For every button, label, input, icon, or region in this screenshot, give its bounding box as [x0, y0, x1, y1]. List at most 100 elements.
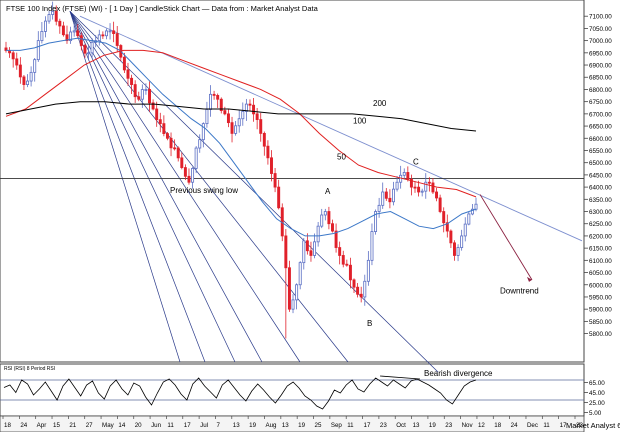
candle-down	[248, 103, 252, 106]
ma100-line	[5, 49, 477, 198]
candle-down	[252, 104, 256, 115]
candle-down	[151, 102, 155, 110]
candle-down	[270, 157, 273, 174]
fan-lines	[0, 11, 584, 373]
x-tick-label: 11	[543, 422, 550, 429]
candle-up	[456, 247, 460, 256]
x-tick-label: 19	[429, 422, 436, 429]
annotation-label: A	[325, 187, 331, 196]
x-tick-label: 7	[216, 422, 220, 429]
candle-down	[165, 133, 169, 139]
candle-down	[11, 52, 15, 60]
annotation-label: Previous swing low	[170, 186, 238, 195]
candle-up	[144, 89, 148, 91]
y-tick-label: 5950.00	[589, 294, 612, 301]
candle-down	[115, 33, 119, 46]
candle-down	[112, 30, 116, 35]
y-tick-label: 6400.00	[589, 185, 612, 192]
candle-down	[356, 286, 360, 295]
candle-down	[126, 69, 130, 79]
x-tick-label: 13	[413, 422, 420, 429]
x-tick-label: 18	[4, 422, 11, 429]
x-tick-label: 11	[167, 422, 174, 429]
y-tick-label: 6000.00	[589, 282, 612, 289]
y-tick-label: 5800.00	[589, 331, 612, 338]
candle-up	[399, 174, 403, 183]
x-tick-label: May	[102, 422, 115, 429]
candle-down	[266, 145, 270, 159]
x-tick-label: 19	[298, 422, 305, 429]
x-tick-label: Oct	[396, 422, 406, 429]
candle-up	[463, 223, 467, 237]
candle-down	[359, 293, 363, 298]
candle-up	[209, 93, 212, 110]
candle-down	[180, 157, 184, 168]
candle-down	[431, 182, 435, 193]
y-tick-label: 6050.00	[589, 270, 612, 277]
candle-up	[205, 109, 209, 125]
y-tick-label: 6800.00	[589, 87, 612, 94]
candle-up	[474, 203, 478, 210]
candle-up	[33, 59, 37, 73]
x-tick-label: 23	[445, 422, 452, 429]
candle-up	[201, 123, 205, 141]
candle-down	[384, 191, 388, 199]
y-tick-label: 5850.00	[589, 319, 612, 326]
x-tick-label: 25	[315, 422, 322, 429]
candle-down	[101, 34, 105, 37]
candle-up	[140, 89, 144, 100]
y-tick-label: 6650.00	[589, 124, 612, 131]
candle-up	[323, 211, 327, 216]
fan-line	[69, 11, 263, 363]
candle-down	[352, 279, 356, 288]
ma200-line	[5, 101, 477, 132]
x-tick-label: 17	[560, 422, 567, 429]
y-tick-label: 6450.00	[589, 172, 612, 179]
candle-down	[183, 167, 187, 177]
candle-down	[287, 267, 291, 310]
rsi-tick-label: 25.00	[589, 400, 605, 407]
candle-down	[273, 173, 277, 188]
candle-up	[43, 20, 47, 32]
candle-down	[309, 250, 313, 256]
date-x-axis: 18 24 Apr 15 21 27 May 14 20 Jun 11 17 Jul 7 13 19 Aug 13…	[0, 415, 585, 432]
candle-down	[230, 122, 234, 134]
candle-up	[40, 30, 44, 42]
fan-line	[69, 11, 206, 363]
candle-up	[424, 181, 428, 192]
candle-down	[427, 181, 431, 184]
annotation-label: Downtrend	[500, 287, 539, 296]
candle-down	[122, 56, 126, 71]
candle-down	[417, 186, 421, 193]
candle-down	[438, 197, 442, 212]
candle-down	[331, 223, 334, 232]
candle-up	[97, 34, 101, 42]
candle-down	[449, 230, 453, 244]
candle-up	[36, 40, 40, 61]
fan-line	[69, 11, 236, 363]
candle-down	[162, 123, 166, 134]
rsi-tick-label: 5.00	[589, 410, 602, 417]
candle-down	[226, 113, 230, 124]
fan-line	[69, 11, 181, 363]
candle-up	[237, 118, 241, 127]
candle-up	[26, 80, 30, 85]
candle-up	[470, 208, 474, 215]
candle-down	[435, 191, 439, 199]
candle-up	[198, 139, 202, 149]
candle-down	[15, 58, 19, 66]
x-tick-label: 23	[576, 422, 583, 429]
y-tick-label: 6850.00	[589, 75, 612, 82]
moving-averages	[5, 37, 477, 237]
candle-down	[338, 247, 342, 256]
candle-down	[169, 137, 173, 149]
candle-down	[388, 197, 392, 203]
candle-down	[262, 132, 266, 147]
x-tick-label: 14	[118, 422, 125, 429]
annotations: Previous swing low A B C 50 100 200 Downtrend	[170, 99, 539, 328]
candle-up	[241, 111, 245, 120]
x-tick-label: 23	[380, 422, 387, 429]
annotation-label: 100	[353, 117, 367, 126]
candle-up	[72, 30, 76, 33]
